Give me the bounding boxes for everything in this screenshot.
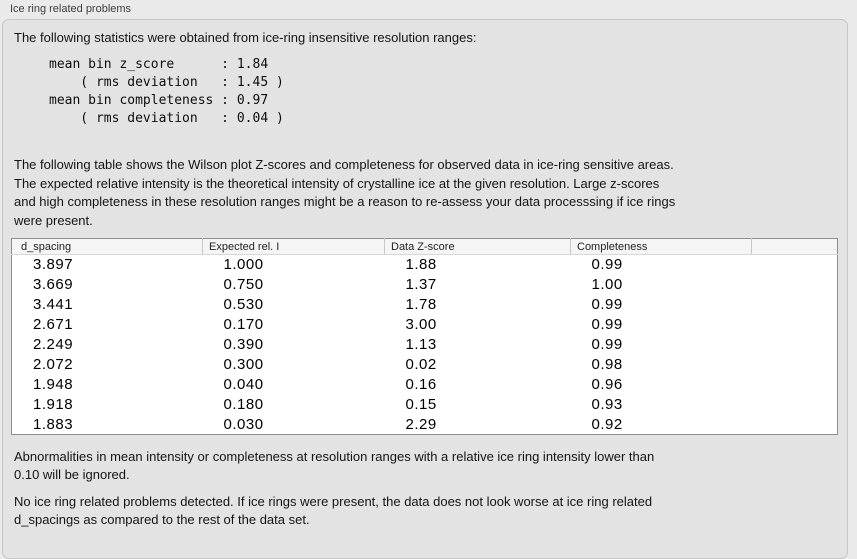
table-cell-empty bbox=[752, 275, 838, 295]
table-cell: 1.948 bbox=[33, 376, 74, 393]
table-cell: 0.96 bbox=[591, 376, 623, 393]
table-row[interactable]: 3.441 0.530 1.78 0.99 bbox=[12, 295, 838, 315]
table-cell: 0.99 bbox=[591, 316, 623, 333]
panel-title: Ice ring related problems bbox=[10, 3, 132, 15]
table-cell: 1.37 bbox=[405, 276, 437, 293]
table-row[interactable]: 1.883 0.030 2.29 0.92 bbox=[12, 415, 838, 435]
table-cell-empty bbox=[752, 415, 838, 435]
table-cell: 0.92 bbox=[591, 415, 623, 433]
table-header-cell[interactable] bbox=[751, 238, 838, 255]
table-cell: 2.249 bbox=[33, 336, 74, 353]
table-cell: 1.000 bbox=[223, 256, 264, 274]
table-cell-empty bbox=[752, 335, 838, 355]
table-cell: 0.99 bbox=[591, 336, 623, 353]
ice-ring-table: d_spacing Expected rel. I Data Z-score Comp… bbox=[11, 238, 838, 435]
table-cell: 3.897 bbox=[33, 256, 74, 274]
table-cell: 1.13 bbox=[405, 336, 437, 353]
table-cell: 1.918 bbox=[33, 396, 74, 413]
table-row[interactable]: 1.948 0.040 0.16 0.96 bbox=[12, 375, 838, 395]
table-cell: 0.530 bbox=[223, 296, 264, 313]
table-header-cell[interactable]: d_spacing bbox=[11, 238, 203, 255]
table-header-cell[interactable]: Expected rel. I bbox=[202, 238, 385, 255]
table-cell-empty bbox=[752, 395, 838, 415]
table-cell-empty bbox=[752, 315, 838, 335]
table-row[interactable]: 2.072 0.300 0.02 0.98 bbox=[12, 355, 838, 375]
table-cell: 1.88 bbox=[405, 256, 437, 274]
table-cell: 2.671 bbox=[33, 316, 74, 333]
table-cell: 2.29 bbox=[405, 415, 437, 433]
table-cell: 0.040 bbox=[223, 376, 264, 393]
table-cell: 2.072 bbox=[33, 356, 74, 373]
table-cell: 0.180 bbox=[223, 396, 264, 413]
table-cell: 3.669 bbox=[33, 276, 74, 293]
table-row[interactable]: 1.918 0.180 0.15 0.93 bbox=[12, 395, 838, 415]
table-cell: 0.170 bbox=[223, 316, 264, 333]
table-cell: 3.441 bbox=[33, 296, 74, 313]
ignore-note-text: Abnormalities in mean intensity or compl… bbox=[14, 449, 655, 482]
table-cell: 0.15 bbox=[405, 396, 437, 413]
table-header-row: d_spacing Expected rel. I Data Z-score Comp… bbox=[11, 238, 838, 255]
table-cell: 0.99 bbox=[591, 256, 623, 274]
table-cell: 0.99 bbox=[591, 296, 623, 313]
ice-ring-groupbox: The following statistics were obtained f… bbox=[2, 19, 848, 559]
table-row[interactable]: 2.671 0.170 3.00 0.99 bbox=[12, 315, 838, 335]
table-cell: 0.98 bbox=[591, 356, 623, 373]
table-cell: 0.030 bbox=[223, 415, 264, 433]
table-cell: 3.00 bbox=[405, 316, 437, 333]
table-cell: 0.93 bbox=[591, 396, 623, 413]
table-header-cell[interactable]: Completeness bbox=[570, 238, 752, 255]
table-description: The following table shows the Wilson plo… bbox=[14, 157, 676, 228]
table-cell-empty bbox=[752, 355, 838, 375]
table-cell: 0.750 bbox=[223, 276, 264, 293]
conclusion-text: No ice ring related problems detected. I… bbox=[14, 494, 653, 527]
intro-text: The following statistics were obtained f… bbox=[14, 30, 477, 45]
table-row[interactable]: 2.249 0.390 1.13 0.99 bbox=[12, 335, 838, 355]
table-cell-empty bbox=[752, 295, 838, 315]
table-cell: 0.02 bbox=[405, 356, 437, 373]
table-header-cell[interactable]: Data Z-score bbox=[384, 238, 571, 255]
table-cell: 1.78 bbox=[405, 296, 437, 313]
table-row[interactable]: 3.669 0.750 1.37 1.00 bbox=[12, 275, 838, 295]
table-cell-empty bbox=[752, 255, 838, 275]
stats-block: mean bin z_score : 1.84 ( rms deviation … bbox=[49, 57, 284, 126]
table-cell: 1.00 bbox=[591, 276, 623, 293]
table-cell: 0.390 bbox=[223, 336, 264, 353]
table-cell: 0.16 bbox=[405, 376, 437, 393]
table-header: d_spacing Expected rel. I Data Z-score Comp… bbox=[11, 238, 838, 255]
table-cell: 1.883 bbox=[33, 415, 74, 433]
table-row[interactable]: 3.897 1.000 1.88 0.99 bbox=[12, 255, 838, 275]
table-cell: 0.300 bbox=[223, 356, 264, 373]
table-cell-empty bbox=[752, 375, 838, 395]
